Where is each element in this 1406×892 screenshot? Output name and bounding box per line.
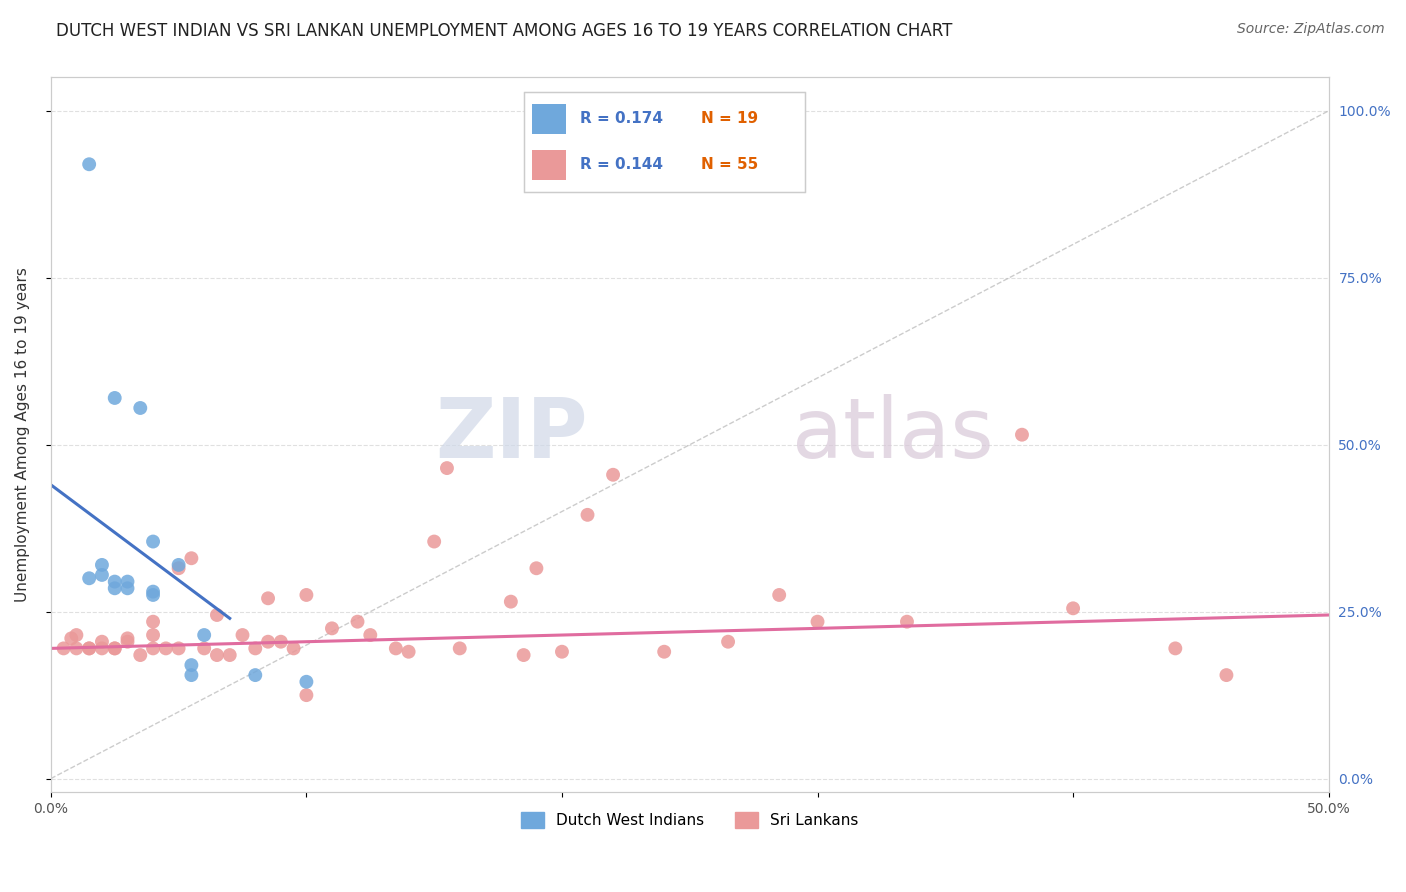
- Legend: Dutch West Indians, Sri Lankans: Dutch West Indians, Sri Lankans: [515, 806, 865, 834]
- Point: [65, 641, 87, 656]
- Text: Source: ZipAtlas.com: Source: ZipAtlas.com: [1237, 22, 1385, 37]
- Point: [436, 461, 458, 475]
- Point: [142, 615, 165, 629]
- Point: [896, 615, 918, 629]
- Point: [526, 561, 548, 575]
- Point: [142, 588, 165, 602]
- Point: [77, 641, 100, 656]
- Point: [91, 641, 114, 656]
- Point: [768, 588, 790, 602]
- Point: [512, 648, 534, 662]
- Point: [193, 628, 215, 642]
- Point: [167, 558, 190, 572]
- Point: [359, 628, 381, 642]
- Point: [60, 632, 83, 646]
- Text: DUTCH WEST INDIAN VS SRI LANKAN UNEMPLOYMENT AMONG AGES 16 TO 19 YEARS CORRELATI: DUTCH WEST INDIAN VS SRI LANKAN UNEMPLOY…: [56, 22, 953, 40]
- Point: [104, 641, 127, 656]
- Point: [283, 641, 305, 656]
- Point: [652, 645, 675, 659]
- Point: [1062, 601, 1084, 615]
- Text: atlas: atlas: [792, 394, 994, 475]
- Point: [142, 534, 165, 549]
- Point: [602, 467, 624, 482]
- Point: [295, 674, 318, 689]
- Point: [104, 574, 127, 589]
- Point: [104, 641, 127, 656]
- Point: [449, 641, 471, 656]
- Point: [205, 607, 228, 622]
- Point: [551, 645, 574, 659]
- Point: [205, 648, 228, 662]
- Point: [77, 641, 100, 656]
- Point: [104, 391, 127, 405]
- Y-axis label: Unemployment Among Ages 16 to 19 years: Unemployment Among Ages 16 to 19 years: [15, 268, 30, 602]
- Point: [245, 641, 267, 656]
- Point: [423, 534, 446, 549]
- Point: [180, 668, 202, 682]
- Text: ZIP: ZIP: [434, 394, 588, 475]
- Point: [117, 632, 139, 646]
- Point: [117, 582, 139, 596]
- Point: [295, 588, 318, 602]
- Point: [180, 551, 202, 566]
- Point: [155, 641, 177, 656]
- Point: [499, 594, 522, 608]
- Point: [91, 558, 114, 572]
- Point: [117, 634, 139, 648]
- Point: [321, 621, 343, 635]
- Point: [218, 648, 240, 662]
- Point: [231, 628, 253, 642]
- Point: [806, 615, 828, 629]
- Point: [270, 634, 292, 648]
- Point: [1011, 427, 1033, 442]
- Point: [167, 561, 190, 575]
- Point: [257, 591, 280, 606]
- Point: [295, 688, 318, 702]
- Point: [117, 574, 139, 589]
- Point: [245, 668, 267, 682]
- Point: [576, 508, 599, 522]
- Point: [91, 568, 114, 582]
- Point: [77, 571, 100, 585]
- Point: [77, 157, 100, 171]
- Point: [385, 641, 408, 656]
- Point: [398, 645, 420, 659]
- Point: [129, 648, 152, 662]
- Point: [142, 628, 165, 642]
- Point: [52, 641, 75, 656]
- Point: [129, 401, 152, 415]
- Point: [104, 582, 127, 596]
- Point: [167, 641, 190, 656]
- Point: [1215, 668, 1237, 682]
- Point: [1164, 641, 1187, 656]
- Point: [717, 634, 740, 648]
- Point: [142, 584, 165, 599]
- Point: [91, 634, 114, 648]
- Point: [180, 658, 202, 673]
- Point: [346, 615, 368, 629]
- Point: [65, 628, 87, 642]
- Point: [193, 641, 215, 656]
- Point: [142, 641, 165, 656]
- Point: [257, 634, 280, 648]
